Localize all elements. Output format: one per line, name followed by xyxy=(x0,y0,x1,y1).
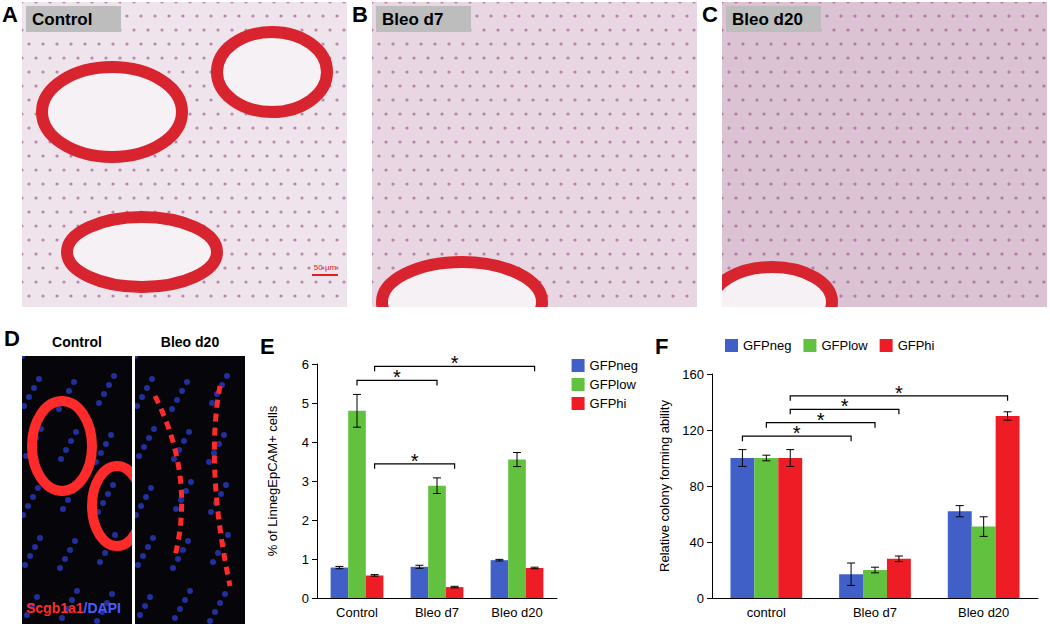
html-text:B: B xyxy=(352,2,368,27)
svg-text:50 µm: 50 µm xyxy=(314,263,337,272)
svg-text:GFPneg: GFPneg xyxy=(743,338,791,353)
svg-text:Bleo d7: Bleo d7 xyxy=(415,605,459,620)
svg-text:4: 4 xyxy=(302,435,309,450)
svg-text:3: 3 xyxy=(302,474,309,489)
svg-text:2: 2 xyxy=(302,513,309,528)
svg-text:Bleo d7: Bleo d7 xyxy=(853,605,897,620)
html-text:A: A xyxy=(2,2,18,27)
svg-text:160: 160 xyxy=(682,367,704,382)
html-text:Control: Control xyxy=(52,334,102,350)
svg-text:Bleo d20: Bleo d20 xyxy=(732,10,803,29)
svg-text:*: * xyxy=(793,422,801,444)
svg-text:0: 0 xyxy=(302,591,309,606)
svg-text:*: * xyxy=(393,366,401,388)
svg-text:*: * xyxy=(451,352,459,374)
html-text:C: C xyxy=(702,2,718,27)
svg-text:5: 5 xyxy=(302,396,309,411)
svg-text:GFPlow: GFPlow xyxy=(590,377,637,392)
svg-text:Relative colony forming abilit: Relative colony forming ability xyxy=(657,400,672,572)
svg-text:40: 40 xyxy=(690,535,704,550)
html-text:Scgb1a1 /DAPI: Scgb1a1 /DAPI xyxy=(26,600,121,616)
svg-text:120: 120 xyxy=(682,423,704,438)
svg-text:GFPneg: GFPneg xyxy=(590,358,638,373)
html-text:D: D xyxy=(4,326,20,351)
svg-text:80: 80 xyxy=(690,479,704,494)
svg-text:GFPhi: GFPhi xyxy=(590,396,627,411)
svg-text:% of LinnegEpCAM+ cells: % of LinnegEpCAM+ cells xyxy=(265,405,280,556)
svg-text:Bleo d20: Bleo d20 xyxy=(958,605,1009,620)
svg-text:Control: Control xyxy=(32,10,92,29)
svg-text:*: * xyxy=(895,382,903,404)
svg-text:E: E xyxy=(260,334,275,359)
svg-text:0: 0 xyxy=(697,591,704,606)
svg-text:GFPhi: GFPhi xyxy=(898,338,935,353)
svg-text:*: * xyxy=(841,395,849,417)
svg-text:*: * xyxy=(411,450,419,472)
svg-text:F: F xyxy=(655,334,668,359)
html-text:Bleo d20: Bleo d20 xyxy=(160,334,220,350)
svg-text:Bleo d20: Bleo d20 xyxy=(491,605,542,620)
svg-text:1: 1 xyxy=(302,552,309,567)
svg-text:*: * xyxy=(817,409,825,431)
svg-text:GFPlow: GFPlow xyxy=(821,338,868,353)
svg-text:Control: Control xyxy=(336,605,378,620)
svg-text:control: control xyxy=(747,605,786,620)
svg-text:Bleo d7: Bleo d7 xyxy=(382,10,443,29)
svg-text:6: 6 xyxy=(302,357,309,372)
